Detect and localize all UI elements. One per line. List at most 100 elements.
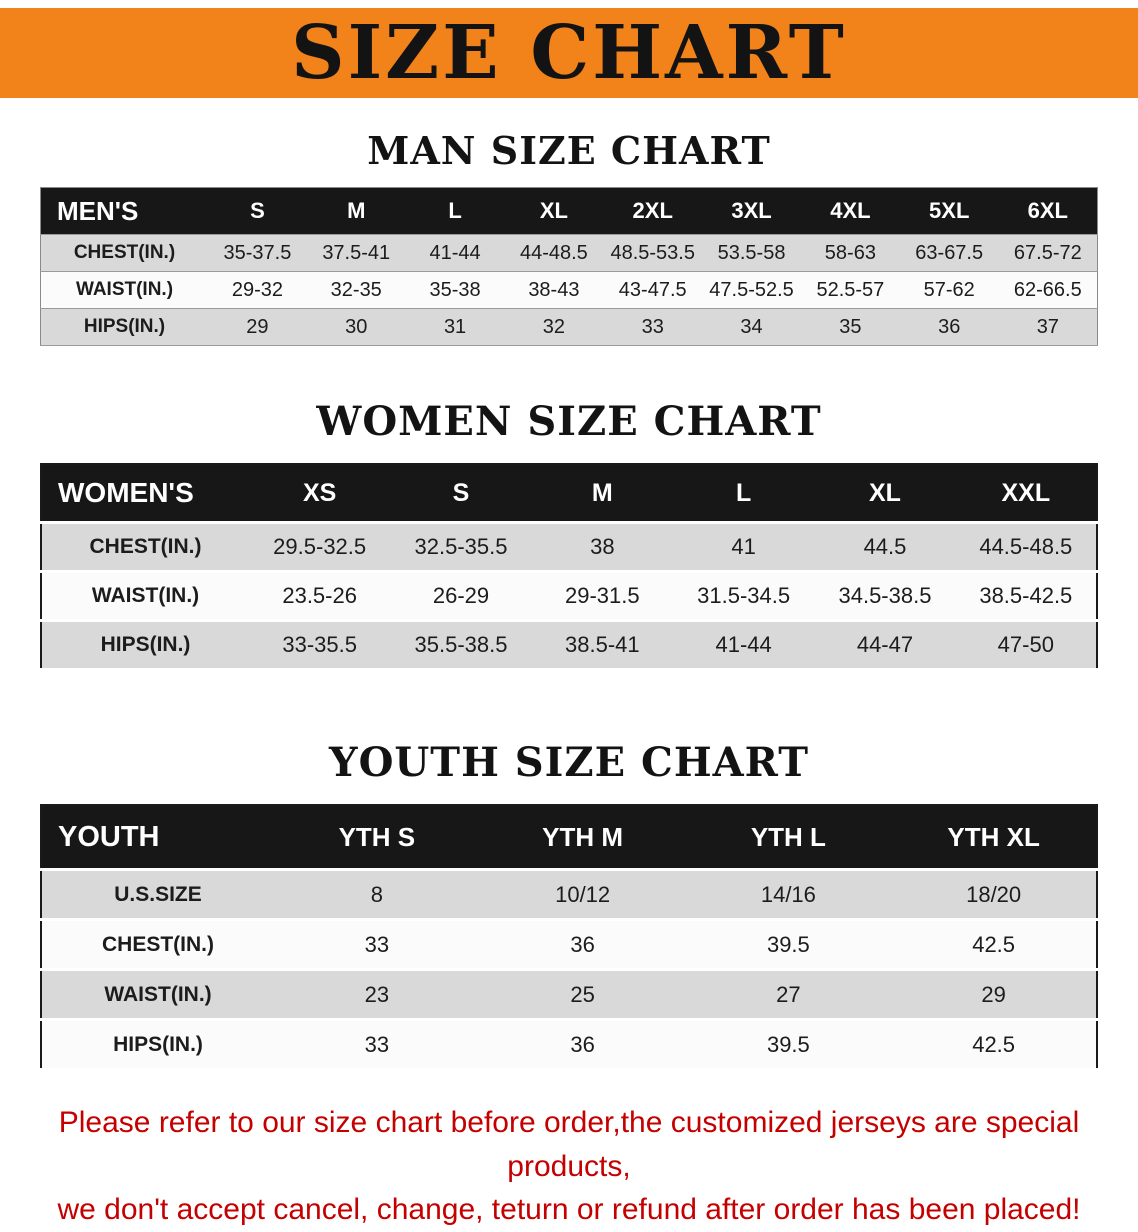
- value-cell: 47.5-52.5: [702, 271, 801, 309]
- value-cell: 38.5-42.5: [955, 571, 1097, 621]
- row-label-cell: HIPS(IN.): [41, 620, 249, 670]
- value-cell: 43-47.5: [603, 271, 703, 309]
- size-header-cell: 4XL: [800, 187, 900, 235]
- value-cell: 41-44: [405, 234, 505, 272]
- value-cell: 67.5-72: [998, 234, 1098, 272]
- value-cell: 25: [479, 969, 686, 1020]
- row-label-cell: CHEST(IN.): [41, 919, 274, 970]
- value-cell: 33: [603, 308, 703, 346]
- value-cell: 35: [800, 308, 900, 346]
- value-cell: 33: [274, 1019, 480, 1070]
- value-cell: 32.5-35.5: [390, 522, 532, 572]
- size-header-cell: 5XL: [899, 187, 999, 235]
- size-header-cell: S: [390, 464, 532, 523]
- value-cell: 42.5: [891, 1019, 1097, 1070]
- size-header-cell: M: [531, 464, 673, 523]
- table-title-cell: YOUTH: [41, 805, 274, 870]
- value-cell: 34: [702, 308, 801, 346]
- youth-size-table: YOUTH YTH S YTH M YTH L YTH XL U.S.SIZE 8 10/12…: [40, 804, 1098, 1071]
- table-row: WAIST(IN.) 23 25 27 29: [41, 969, 1097, 1020]
- value-cell: 52.5-57: [800, 271, 900, 309]
- size-header-cell: M: [306, 187, 406, 235]
- value-cell: 38-43: [504, 271, 604, 309]
- table-header-row: WOMEN'S XS S M L XL XXL: [41, 464, 1097, 523]
- table-row: CHEST(IN.) 35-37.5 37.5-41 41-44 44-48.5 48.5…: [40, 234, 1098, 272]
- value-cell: 32: [504, 308, 604, 346]
- value-cell: 36: [899, 308, 999, 346]
- value-cell: 31.5-34.5: [672, 571, 815, 621]
- value-cell: 42.5: [891, 919, 1097, 970]
- value-cell: 18/20: [891, 869, 1097, 920]
- value-cell: 31: [405, 308, 505, 346]
- table-title-cell: WOMEN'S: [41, 464, 249, 523]
- row-label-cell: WAIST(IN.): [41, 571, 249, 621]
- size-header-cell: 3XL: [702, 187, 801, 235]
- value-cell: 53.5-58: [702, 234, 801, 272]
- value-cell: 38: [531, 522, 673, 572]
- size-header-cell: L: [672, 464, 815, 523]
- women-section-heading: WOMEN SIZE CHART: [316, 398, 822, 445]
- size-chart-page: { "banner": { "title": "SIZE CHART", "bg…: [0, 8, 1138, 1226]
- value-cell: 58-63: [800, 234, 900, 272]
- value-cell: 41-44: [672, 620, 815, 670]
- value-cell: 44-47: [814, 620, 956, 670]
- size-header-cell: 6XL: [998, 187, 1098, 235]
- value-cell: 44.5-48.5: [955, 522, 1097, 572]
- table-row: U.S.SIZE 8 10/12 14/16 18/20: [41, 869, 1097, 920]
- size-header-cell: YTH S: [274, 805, 480, 870]
- value-cell: 8: [274, 869, 480, 920]
- value-cell: 39.5: [685, 1019, 892, 1070]
- table-row: CHEST(IN.) 29.5-32.5 32.5-35.5 38 41 44.5 44.5…: [41, 522, 1097, 572]
- value-cell: 26-29: [390, 571, 532, 621]
- size-header-cell: XS: [249, 464, 391, 523]
- table-row: WAIST(IN.) 29-32 32-35 35-38 38-43 43-47.5 47.…: [40, 271, 1098, 309]
- value-cell: 44.5: [814, 522, 956, 572]
- size-header-cell: YTH L: [685, 805, 892, 870]
- value-cell: 29: [891, 969, 1097, 1020]
- value-cell: 29-32: [208, 271, 307, 309]
- value-cell: 37: [998, 308, 1098, 346]
- row-label-cell: WAIST(IN.): [40, 271, 208, 309]
- value-cell: 57-62: [899, 271, 999, 309]
- size-chart-banner: SIZE CHART: [0, 8, 1138, 98]
- row-label-cell: CHEST(IN.): [41, 522, 249, 572]
- value-cell: 38.5-41: [531, 620, 673, 670]
- value-cell: 62-66.5: [998, 271, 1098, 309]
- value-cell: 32-35: [306, 271, 406, 309]
- value-cell: 48.5-53.5: [603, 234, 703, 272]
- row-label-cell: WAIST(IN.): [41, 969, 274, 1020]
- size-header-cell: 2XL: [603, 187, 703, 235]
- table-title-cell: MEN'S: [40, 187, 208, 235]
- value-cell: 37.5-41: [306, 234, 406, 272]
- size-header-cell: S: [208, 187, 307, 235]
- order-notice-line-1: Please refer to our size chart before or…: [58, 1106, 1080, 1183]
- value-cell: 30: [306, 308, 406, 346]
- youth-section-heading: YOUTH SIZE CHART: [329, 739, 809, 786]
- size-header-cell: YTH M: [479, 805, 686, 870]
- men-size-table: MEN'S S M L XL 2XL 3XL 4XL 5XL 6XL CHEST(IN.) 35-37…: [40, 187, 1098, 346]
- value-cell: 29-31.5: [531, 571, 673, 621]
- table-row: CHEST(IN.) 33 36 39.5 42.5: [41, 919, 1097, 970]
- row-label-cell: HIPS(IN.): [41, 1019, 274, 1070]
- table-header-row: YOUTH YTH S YTH M YTH L YTH XL: [41, 805, 1097, 870]
- value-cell: 41: [672, 522, 815, 572]
- value-cell: 35.5-38.5: [390, 620, 532, 670]
- value-cell: 33: [274, 919, 480, 970]
- table-header-row: MEN'S S M L XL 2XL 3XL 4XL 5XL 6XL: [40, 187, 1098, 235]
- size-header-cell: XL: [504, 187, 604, 235]
- value-cell: 10/12: [479, 869, 686, 920]
- value-cell: 23: [274, 969, 480, 1020]
- value-cell: 14/16: [685, 869, 892, 920]
- value-cell: 35-37.5: [208, 234, 307, 272]
- value-cell: 35-38: [405, 271, 505, 309]
- table-row: WAIST(IN.) 23.5-26 26-29 29-31.5 31.5-34.5 34…: [41, 571, 1097, 621]
- row-label-cell: HIPS(IN.): [40, 308, 208, 346]
- order-notice-line-2: we don't accept cancel, change, teturn o…: [57, 1193, 1081, 1226]
- value-cell: 36: [479, 919, 686, 970]
- size-header-cell: L: [405, 187, 505, 235]
- value-cell: 27: [685, 969, 892, 1020]
- value-cell: 63-67.5: [899, 234, 999, 272]
- table-row: HIPS(IN.) 33 36 39.5 42.5: [41, 1019, 1097, 1070]
- value-cell: 29: [208, 308, 307, 346]
- men-section-heading: MAN SIZE CHART: [367, 128, 771, 173]
